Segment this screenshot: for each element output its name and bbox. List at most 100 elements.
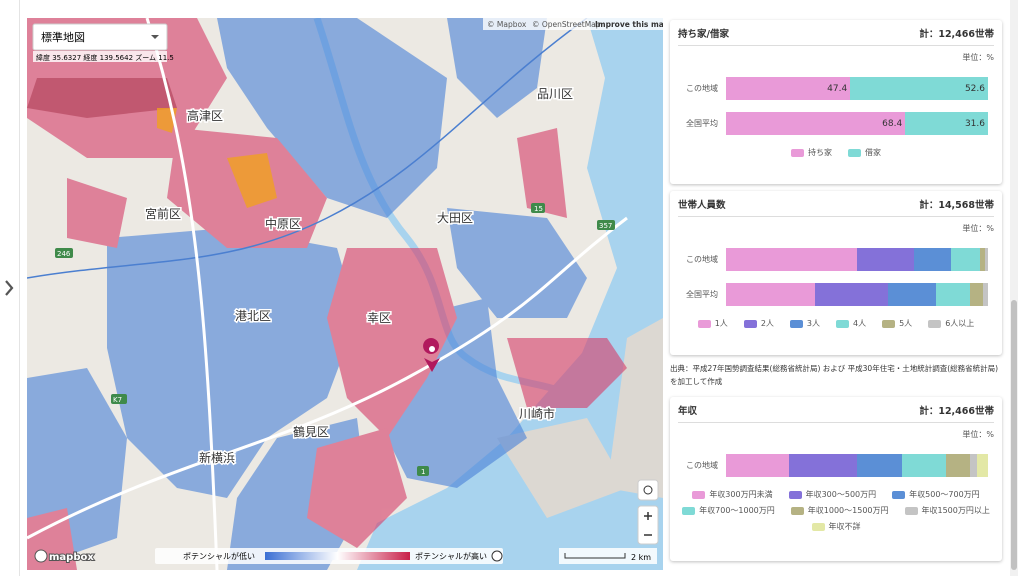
legend: 持ち家 借家 (678, 147, 994, 158)
bar-row: この地域 47.4 52.6 (678, 77, 994, 100)
panel-header: 世帯人員数 計：14,568世帯 (678, 191, 994, 217)
legend-swatch (682, 506, 696, 515)
legend-swatch (743, 319, 757, 328)
road-number: K7 (113, 396, 122, 404)
attribution[interactable]: Improve this map (595, 20, 663, 29)
legend-text: 年収1500万円以上 (921, 506, 990, 515)
legend-swatch (904, 506, 918, 515)
map-coords: 緯度 35.6327 経度 139.5642 ズーム 11.5 (36, 53, 174, 62)
map-label: 幸区 (367, 311, 391, 325)
map-label: 大田区 (437, 211, 473, 225)
legend-item: 2人 (743, 318, 774, 329)
map-label: 新横浜 (199, 450, 235, 465)
bar-segment (982, 283, 988, 306)
legend: 年収300万円未満 年収300～500万円 年収500～700万円 年収700～100… (678, 489, 994, 532)
legend-item: 年収1000～1500万円 (790, 505, 889, 516)
legend-text: 年収1000～1500万円 (807, 506, 889, 515)
bar-segment (856, 454, 902, 477)
stacked-bar: 47.4 52.6 (726, 77, 988, 100)
legend-swatch (811, 522, 825, 531)
bar-segment (788, 454, 857, 477)
panel: 持ち家/借家 計：12,466世帯 単位：% この地域 47.4 52.6 全国平均 68.4… (670, 20, 1002, 184)
stacked-bar (726, 248, 988, 271)
legend-item: 1人 (697, 318, 728, 329)
legend-item: 借家 (848, 147, 881, 158)
row-label: 全国平均 (686, 290, 718, 299)
legend-text: 年収300～500万円 (805, 490, 877, 499)
mapbox-logo[interactable]: mapbox (48, 551, 95, 564)
potential-gradient (265, 552, 410, 560)
style-selector-text[interactable]: 標準地図 (41, 30, 85, 44)
stacked-bar: 68.4 31.6 (726, 112, 988, 135)
legend-swatch (836, 319, 849, 328)
style-selector[interactable] (32, 23, 168, 51)
panel-total: 計：14,568世帯 (919, 199, 994, 211)
map-label: 鶴見区 (293, 424, 329, 439)
legend-item: 年収300～500万円 (788, 489, 877, 500)
legend-text: 3人 (806, 319, 820, 328)
legend-item: 3人 (789, 318, 820, 329)
legend-text: 年収700～1000万円 (699, 506, 775, 515)
legend-swatch (892, 490, 906, 499)
map-label: 中原区 (265, 216, 301, 231)
sidebar-toggle[interactable] (0, 0, 20, 576)
legend-text: 4人 (853, 319, 867, 328)
panel-title: 世帯人員数 (678, 199, 726, 211)
road-number: 1 (421, 468, 425, 476)
legend-item: 年収300万円未満 (692, 489, 773, 500)
bar-segment (950, 248, 980, 271)
panel-title: 持ち家/借家 (678, 28, 729, 40)
panel-header: 年収 計：12,466世帯 (678, 397, 994, 423)
sidebar (0, 0, 20, 576)
locate-button[interactable] (637, 479, 659, 501)
legend: 1人 2人 3人 4人 5人 6人以上 (678, 318, 994, 329)
legend-text: 借家 (865, 148, 881, 157)
map-label: 宮前区 (145, 206, 181, 221)
help-icon[interactable] (491, 550, 503, 562)
row-label: この地域 (686, 461, 718, 470)
bar-row: 全国平均 (678, 283, 994, 306)
map-label: 川崎市 (519, 406, 555, 421)
bar-segment: 31.6 (905, 112, 988, 135)
bar-segment (985, 248, 988, 271)
scrollbar[interactable] (1010, 0, 1018, 576)
legend-swatch (790, 506, 804, 515)
unit-label: 単位：% (962, 430, 994, 439)
panel-title: 年収 (678, 405, 698, 417)
legend-item: 4人 (836, 318, 866, 329)
legend-text: 年収300万円未満 (709, 490, 773, 499)
bar-segment (726, 454, 789, 477)
bar-segment (935, 283, 970, 306)
legend-text: 5人 (899, 319, 913, 328)
map-canvas[interactable]: 標準地図 緯度 35.6327 経度 139.5642 ズーム 11.5 © M… (27, 18, 663, 570)
legend-swatch (697, 319, 711, 328)
map[interactable]: 標準地図 緯度 35.6327 経度 139.5642 ズーム 11.5 © M… (27, 18, 663, 570)
legend-high: ポテンシャルが高い (415, 551, 487, 561)
attribution[interactable]: © Mapbox (487, 20, 527, 29)
attribution[interactable]: © OpenStreetMap (532, 20, 601, 29)
legend-item: 持ち家 (791, 147, 832, 158)
legend-item: 5人 (882, 318, 912, 329)
legend-swatch (928, 319, 942, 328)
zoom-buttons[interactable] (637, 505, 659, 545)
road-number: 357 (599, 222, 612, 230)
bar-segment: 47.4 (726, 77, 851, 100)
legend-swatch (789, 319, 803, 328)
bar-segment (888, 283, 936, 306)
row-label: この地域 (686, 255, 718, 264)
road-number: 246 (57, 250, 71, 258)
bar-row: この地域 (678, 248, 994, 271)
scale-label: 2 km (631, 553, 651, 562)
road-number: 15 (534, 205, 543, 213)
legend-item: 年収不詳 (811, 521, 861, 532)
panel: 世帯人員数 計：14,568世帯 単位：% この地域 全国平均 1人 2人 3人 4人 5人 6人以… (670, 191, 1002, 355)
stats-panel: 持ち家/借家 計：12,466世帯 単位：% この地域 47.4 52.6 全国平均 68.4… (670, 20, 1002, 568)
bar-segment (977, 454, 988, 477)
legend-text: 年収不詳 (828, 522, 861, 531)
value-label: 31.6 (964, 118, 985, 129)
bar-segment (726, 283, 816, 306)
bar-segment (969, 283, 983, 306)
map-label: 品川区 (537, 87, 573, 101)
map-label: 高津区 (187, 108, 223, 123)
